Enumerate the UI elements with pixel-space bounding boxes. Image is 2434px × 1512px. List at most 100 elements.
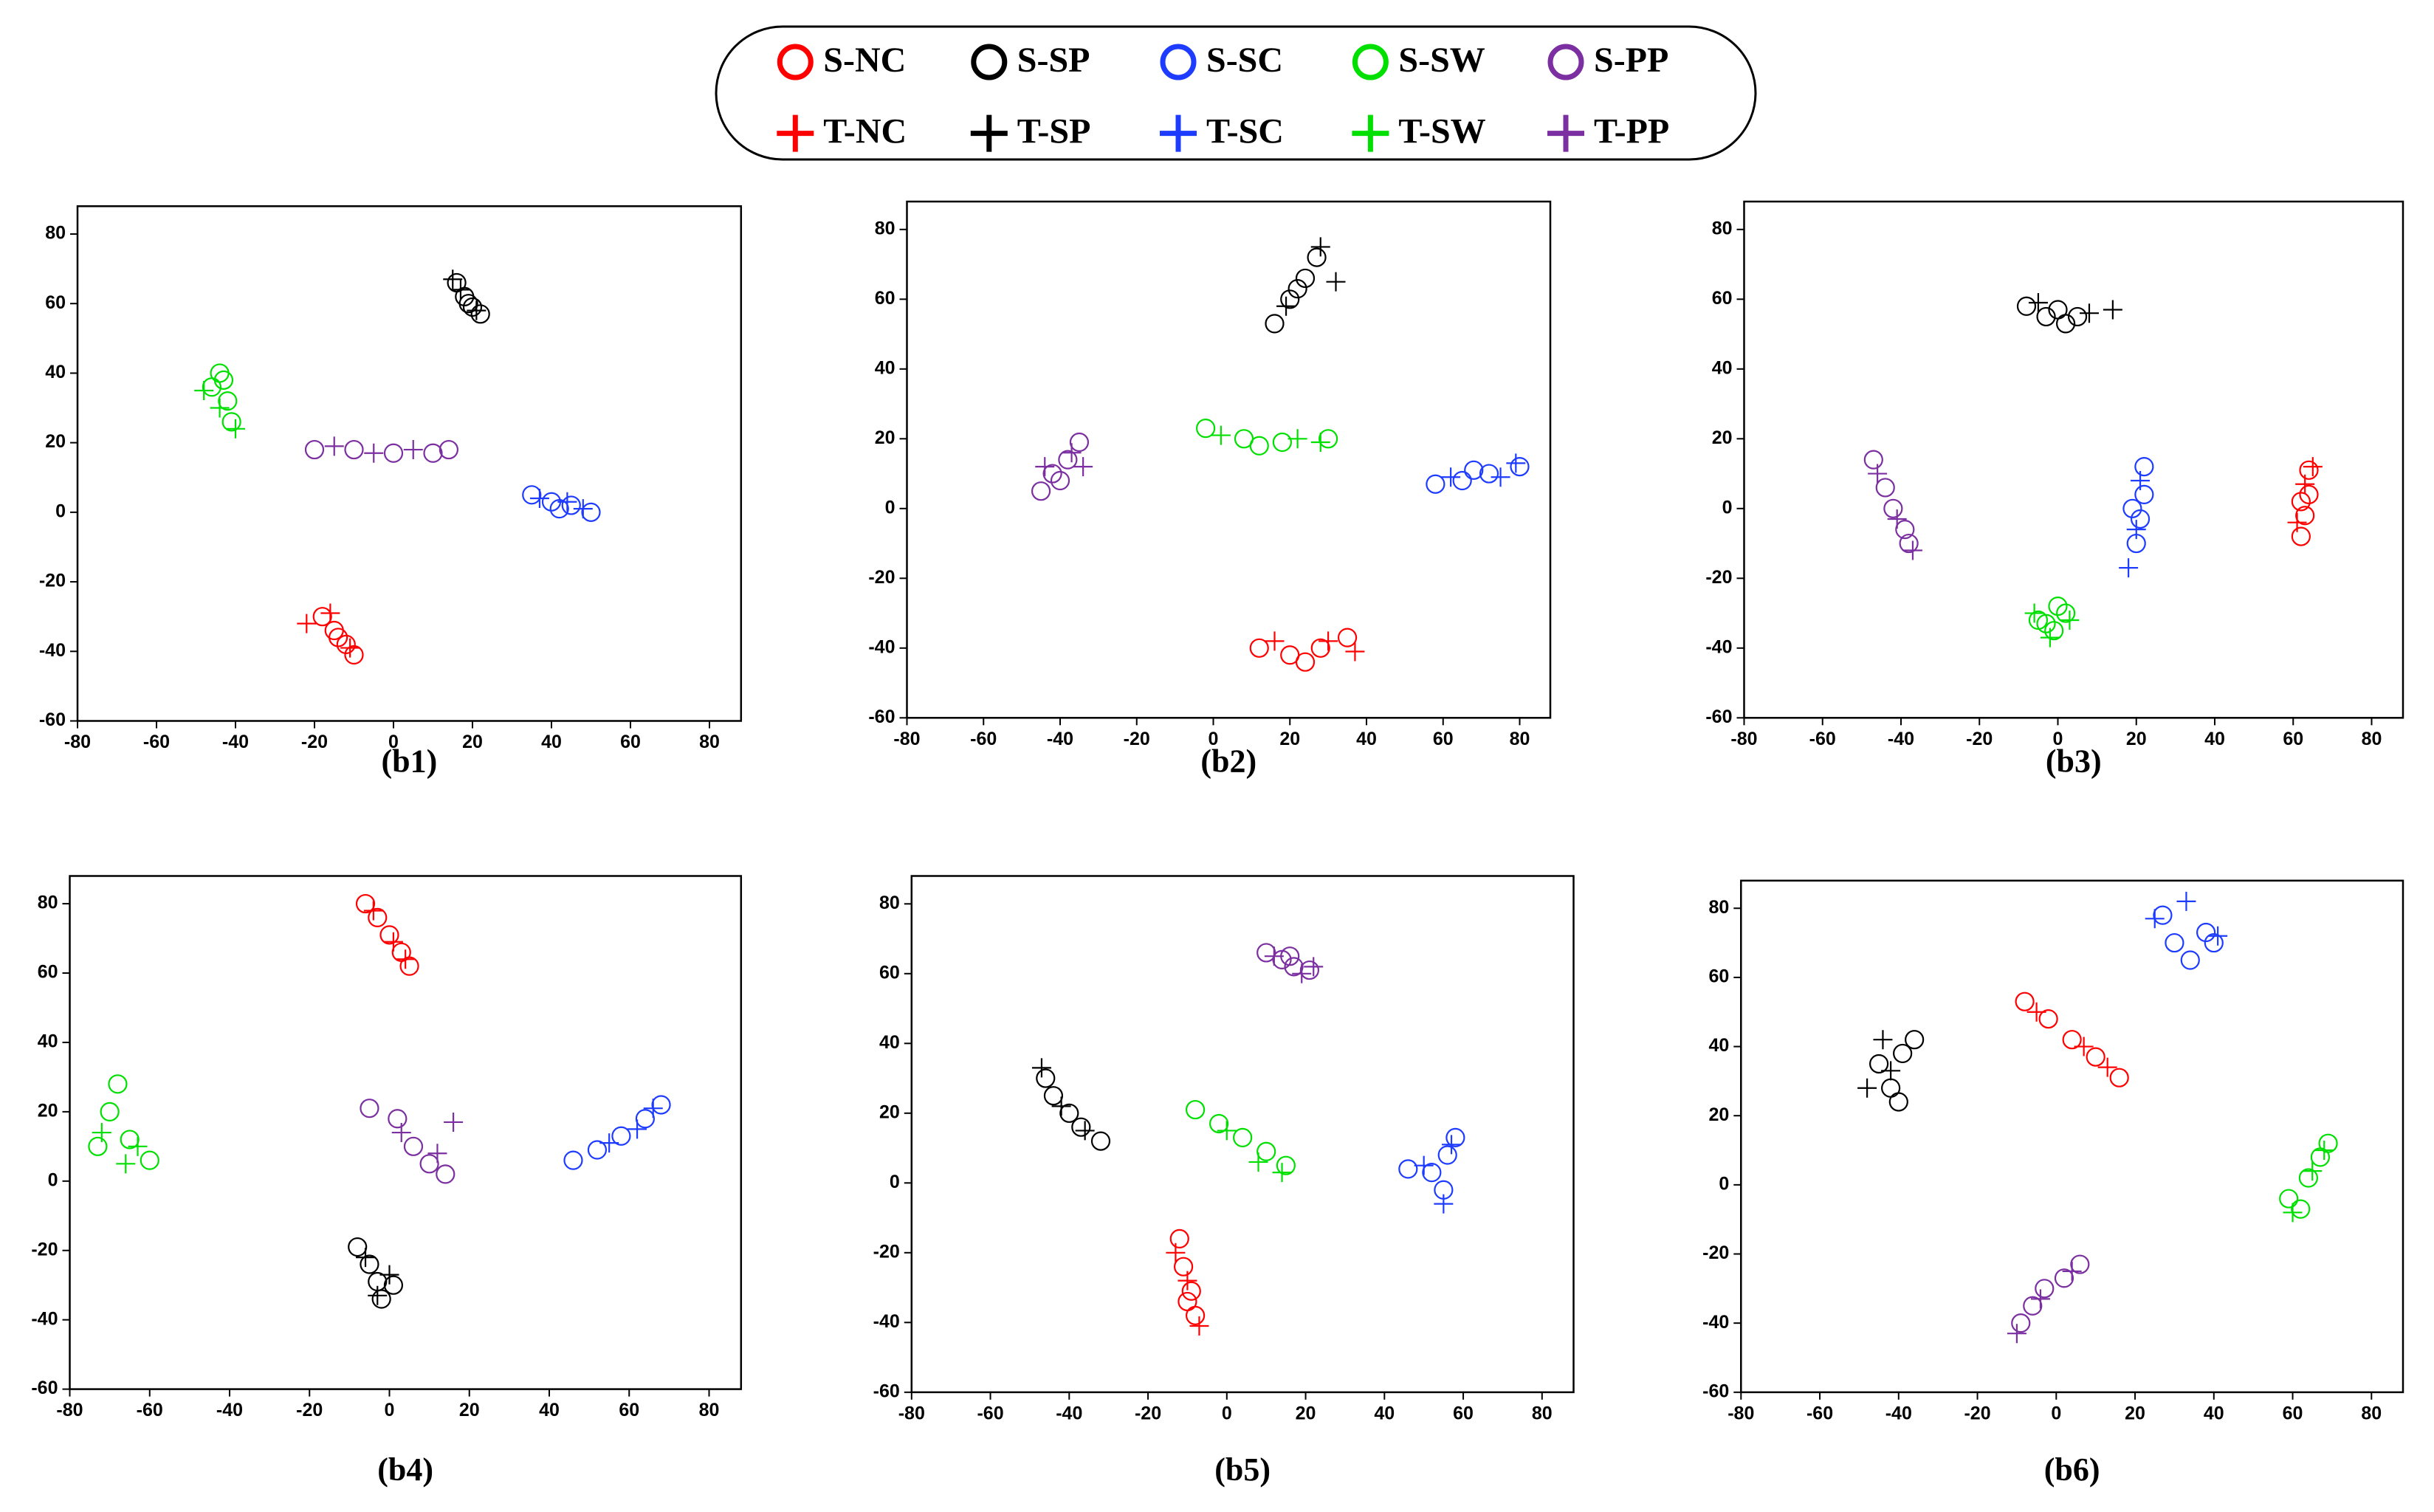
- y-tick-label: 80: [38, 893, 58, 913]
- point-circle: [1280, 289, 1300, 309]
- point-circle: [1181, 1281, 1201, 1301]
- point-plus: [1217, 1121, 1237, 1141]
- series-group: T-NC: [1166, 1243, 1209, 1336]
- y-tick-label: 60: [1712, 288, 1733, 309]
- point-plus: [573, 499, 593, 519]
- point-circle: [1895, 520, 1915, 540]
- point-plus: [2007, 1324, 2026, 1344]
- legend-label: T-PP: [1594, 112, 1669, 151]
- point-circle: [348, 1237, 368, 1257]
- y-tick-label: 80: [879, 893, 900, 913]
- plot-frame: [1743, 200, 2404, 719]
- point-plus: [1264, 946, 1284, 966]
- point-plus: [1506, 453, 1526, 473]
- series-group: S-NC: [355, 893, 419, 976]
- point-plus: [2303, 1161, 2323, 1181]
- point-circle: [2109, 1068, 2129, 1087]
- point-circle: [2196, 922, 2216, 943]
- series-group: T-PP: [1868, 464, 1922, 560]
- series-group: S-SW: [1185, 1099, 1296, 1175]
- y-tick-label: 80: [875, 218, 895, 238]
- point-plus: [427, 1144, 447, 1164]
- point-circle: [88, 1136, 108, 1156]
- point-plus: [92, 1123, 111, 1143]
- y-tick-label: -60: [873, 1381, 900, 1401]
- point-circle: [1209, 1113, 1229, 1134]
- series-group: T-SC: [1441, 453, 1526, 487]
- point-circle: [2318, 1133, 2338, 1153]
- point-circle: [1445, 1127, 1465, 1147]
- point-plus: [777, 114, 814, 152]
- point-circle: [1031, 481, 1051, 501]
- point-circle: [1160, 44, 1197, 80]
- point-circle: [371, 1289, 391, 1309]
- series-group: S-SW: [1196, 419, 1338, 456]
- y-tick-label: -40: [1705, 636, 1732, 657]
- point-circle: [388, 1109, 408, 1129]
- point-plus: [210, 398, 230, 418]
- x-tick-label: 20: [2126, 729, 2147, 749]
- x-tick-label: 60: [1433, 729, 1454, 749]
- point-plus: [396, 949, 416, 969]
- point-circle: [470, 304, 490, 324]
- y-tick-label: -60: [1705, 707, 1732, 727]
- point-circle: [1295, 268, 1316, 289]
- x-tick-label: -40: [1888, 729, 1914, 749]
- series-group: S-SW: [88, 1074, 159, 1170]
- point-circle: [2291, 1199, 2311, 1219]
- point-plus: [2080, 303, 2099, 323]
- x-tick-label: -80: [64, 732, 91, 752]
- point-circle: [2279, 1189, 2299, 1209]
- point-circle: [436, 1164, 455, 1184]
- point-circle: [1265, 314, 1285, 334]
- point-plus: [383, 932, 403, 952]
- panel: -80 -60 -40 -20 0 20 40 60 80-60-40-20020406080(…: [1702, 879, 2404, 1488]
- x-tick-label: 0: [385, 1400, 395, 1420]
- series-group: S-NC: [1249, 628, 1358, 672]
- x-tick-label: -20: [1124, 729, 1150, 749]
- point-plus: [1265, 631, 1285, 651]
- series-group: T-SW: [2024, 603, 2080, 647]
- x-tick-label: -80: [1730, 729, 1757, 749]
- x-tick-label: 20: [1296, 1403, 1316, 1423]
- series-group: T-NC: [363, 901, 416, 969]
- point-circle: [100, 1102, 120, 1121]
- point-circle: [1888, 1092, 1908, 1112]
- series-group: T-SP: [356, 1248, 399, 1305]
- series-group: S-SP: [1036, 1068, 1111, 1151]
- x-tick-label: 60: [2283, 729, 2303, 749]
- point-plus: [1189, 1316, 1209, 1336]
- point-circle: [1036, 1068, 1056, 1088]
- point-circle: [383, 1275, 404, 1295]
- x-tick-label: 20: [2125, 1403, 2145, 1423]
- point-circle: [1547, 44, 1584, 80]
- point-circle: [1059, 1103, 1079, 1123]
- y-tick-label: 40: [45, 362, 66, 382]
- x-tick-label: 80: [1510, 729, 1530, 749]
- point-plus: [2097, 1057, 2117, 1077]
- series-group: S-NC: [2015, 992, 2129, 1087]
- point-circle: [2070, 1254, 2090, 1274]
- point-plus: [2062, 1261, 2082, 1281]
- point-circle: [522, 485, 542, 505]
- chart-title: (b6): [2044, 1451, 2100, 1488]
- point-circle: [202, 377, 221, 397]
- x-tick-label: 0: [2051, 1403, 2061, 1423]
- y-tick-label: 40: [879, 1032, 900, 1053]
- point-circle: [549, 499, 569, 519]
- point-plus: [324, 436, 344, 456]
- point-circle: [1510, 456, 1530, 477]
- series-group: T-SC: [2119, 471, 2151, 578]
- point-plus: [1276, 296, 1296, 316]
- y-tick-label: 80: [45, 223, 66, 244]
- point-plus: [297, 614, 317, 633]
- y-tick-label: 20: [1708, 1104, 1729, 1125]
- series-group: S-SC: [1398, 1127, 1465, 1200]
- point-circle: [1256, 943, 1276, 963]
- panel: -80 -60 -40 -20 0 20 40 60 80-60-40-20020406080(…: [1705, 200, 2404, 779]
- point-circle: [581, 502, 601, 522]
- y-tick-label: 20: [1712, 427, 1733, 448]
- point-plus: [643, 1099, 663, 1118]
- point-circle: [1173, 1257, 1194, 1276]
